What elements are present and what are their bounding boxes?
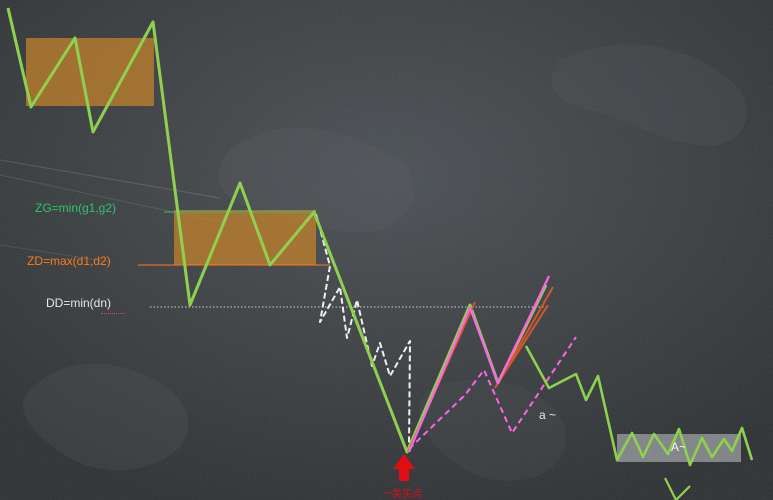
white-dashed-zigzag [315,213,411,448]
big-a-label: A~ [671,440,687,454]
pivot-box-top [26,38,154,106]
dd-label: DD=min(dn) [46,296,112,310]
buy-point-label: 一类买点 [382,489,422,500]
map-shape-2 [551,44,748,146]
main-green-line [6,7,548,454]
right-green-line [524,345,754,467]
bottom-green-strokes [664,477,691,500]
zg-label: ZG=min(g1,g2) [35,201,117,215]
map-shape-3 [22,363,189,471]
zd-label: ZD=max(d1,d2) [27,254,111,268]
light-streak-1 [0,159,221,199]
map-shape-1 [218,127,415,233]
small-a-label: a ~ [539,408,557,422]
buy-arrow [393,454,415,481]
magenta-dashed-line [408,336,577,450]
light-streak-3 [0,244,111,263]
magenta-solid-line [407,275,550,453]
orange-up-line-4 [494,304,549,389]
dd-underline [101,311,125,314]
